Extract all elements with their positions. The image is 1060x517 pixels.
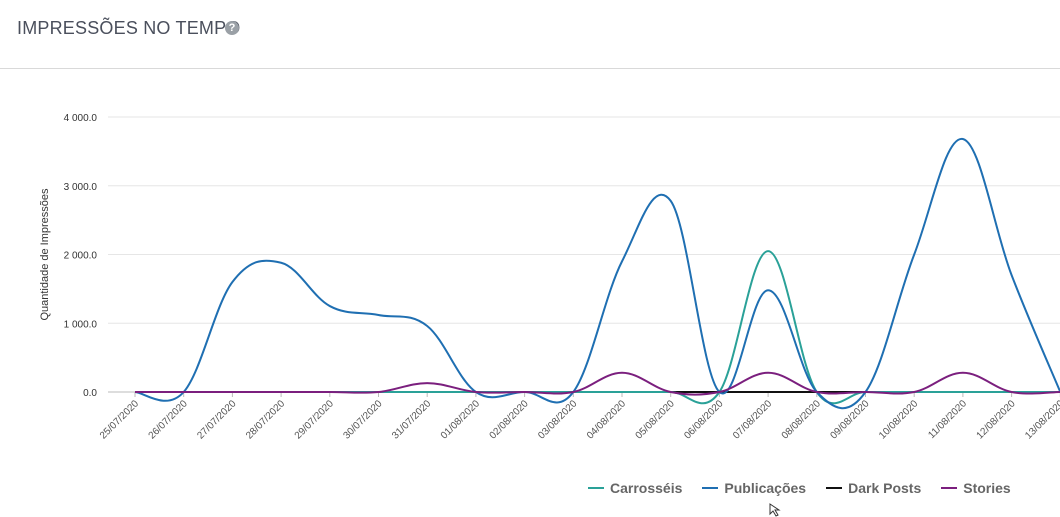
legend-label: Stories [963,480,1011,496]
x-tick-label: 01/08/2020 [439,398,482,441]
x-tick-label: 25/07/2020 [98,398,141,441]
legend-label: Publicações [724,480,807,496]
legend-item[interactable]: Dark Posts [826,480,921,496]
legend-label: Carrosséis [610,480,683,496]
x-tick-label: 03/08/2020 [536,398,579,441]
x-tick-label: 05/08/2020 [634,398,677,441]
y-tick-label: 4 000.0 [64,113,98,124]
legend-item[interactable]: Publicações [702,480,806,496]
x-tick-label: 11/08/2020 [926,398,969,441]
legend-swatch [702,487,719,489]
y-tick-label: 0.0 [83,388,97,399]
chart-header: IMPRESSÕES NO TEMPO ? [0,0,1060,69]
legend-swatch [826,487,843,489]
x-tick-label: 27/07/2020 [195,398,238,441]
x-tick-label: 10/08/2020 [877,398,920,441]
x-tick-label: 13/08/2020 [1023,398,1060,441]
series-line-publicacoes [134,138,1060,410]
chart-title: IMPRESSÕES NO TEMPO [17,18,241,38]
legend-label: Dark Posts [848,480,922,496]
y-tick-label: 3 000.0 [64,182,98,193]
legend-item[interactable]: Stories [941,480,1011,496]
x-tick-label: 28/07/2020 [244,398,287,441]
x-tick-label: 09/08/2020 [828,398,871,441]
mouse-cursor-icon [769,503,781,517]
chart-legend: Carrosséis Publicações Dark Posts Stories [588,480,1011,496]
y-axis-label: Quantidade de Impressões [39,188,51,321]
x-tick-label: 26/07/2020 [147,398,190,441]
y-tick-label: 2 000.0 [64,251,98,262]
x-tick-label: 02/08/2020 [488,398,531,441]
x-tick-label: 12/08/2020 [975,398,1018,441]
legend-item[interactable]: Carrosséis [588,480,682,496]
x-tick-label: 08/08/2020 [780,398,823,441]
y-tick-label: 1 000.0 [64,319,98,330]
x-tick-label: 31/07/2020 [390,398,433,441]
legend-swatch [588,487,604,489]
x-tick-label: 06/08/2020 [682,398,725,441]
x-tick-label: 07/08/2020 [731,398,774,441]
x-tick-label: 30/07/2020 [341,398,384,441]
impressions-chart: 0.0 1 000.0 2 000.0 3 000.0 4 000.0 Quantidad… [39,113,1060,442]
x-tick-label: 29/07/2020 [293,398,336,441]
series-line-stories [135,371,1060,396]
x-tick-label: 04/08/2020 [585,398,628,441]
legend-swatch [941,487,958,489]
question-circle-icon[interactable]: ? [225,21,239,35]
